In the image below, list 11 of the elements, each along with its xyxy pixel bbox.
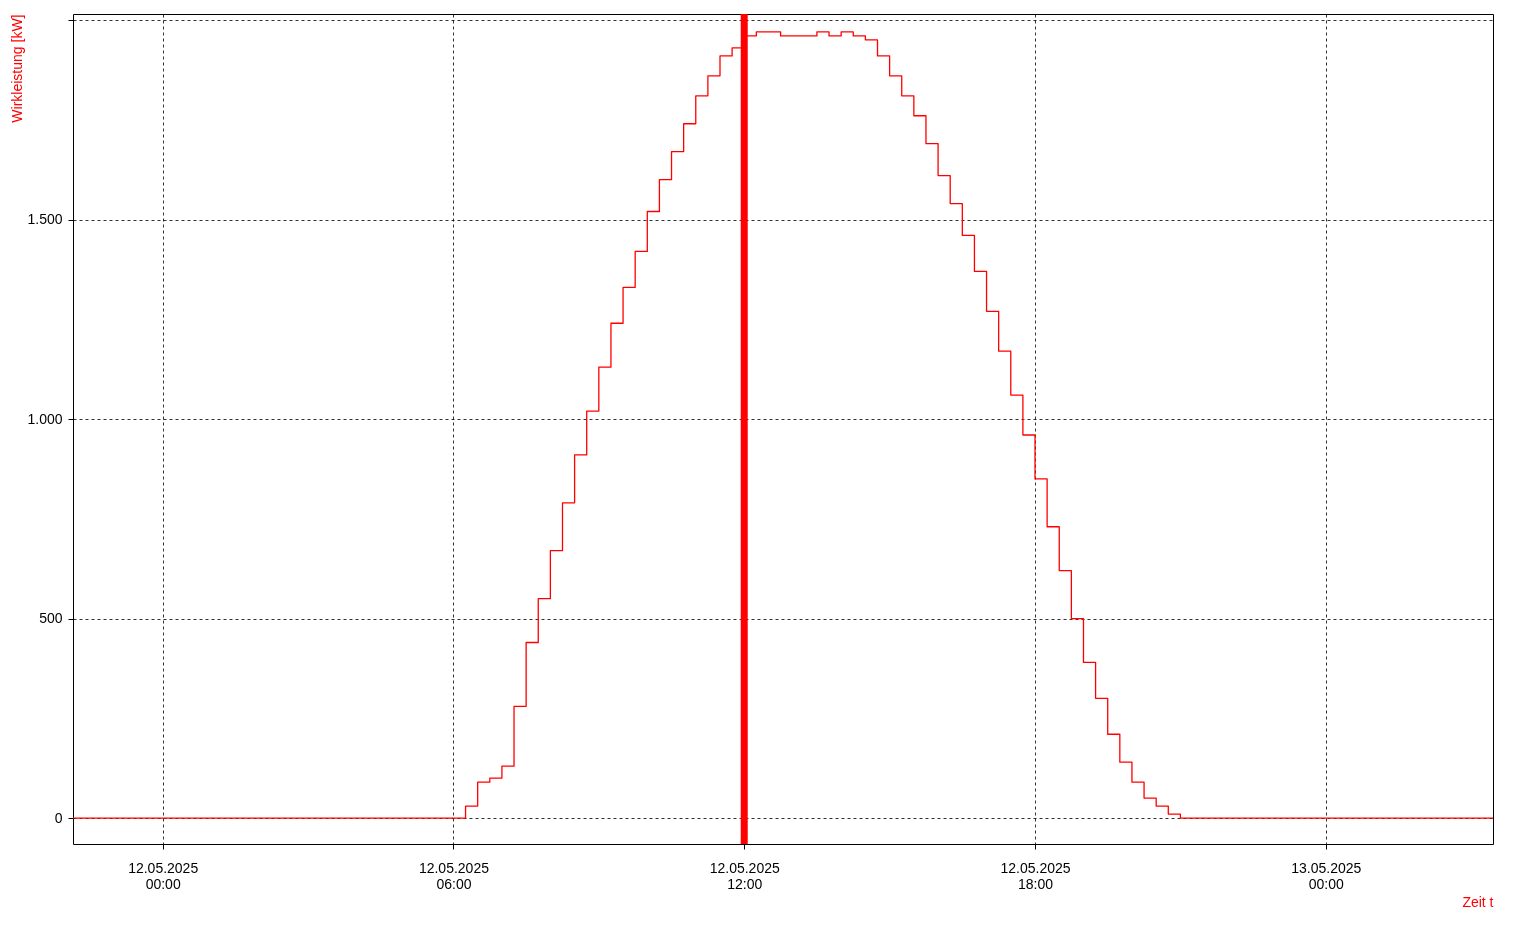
y-tick-label: 0	[54, 809, 63, 826]
y-tick-label: 1.000	[27, 410, 63, 427]
x-tick-label: 12.05.2025 18:00	[1000, 859, 1071, 892]
x-tick-label: 12.05.2025 12:00	[709, 859, 780, 892]
x-axis-title: Zeit t	[1462, 893, 1494, 910]
x-tick-label: 12.05.2025 06:00	[418, 859, 490, 892]
y-tick-label: 500	[39, 610, 63, 627]
x-tick-label: 12.05.2025 00:00	[128, 859, 199, 892]
y-axis-title: Wirkleistung [kW]	[9, 14, 26, 123]
y-tick-label: 1.500	[27, 211, 63, 227]
x-tick-label: 13.05.2025 00:00	[1291, 859, 1362, 892]
